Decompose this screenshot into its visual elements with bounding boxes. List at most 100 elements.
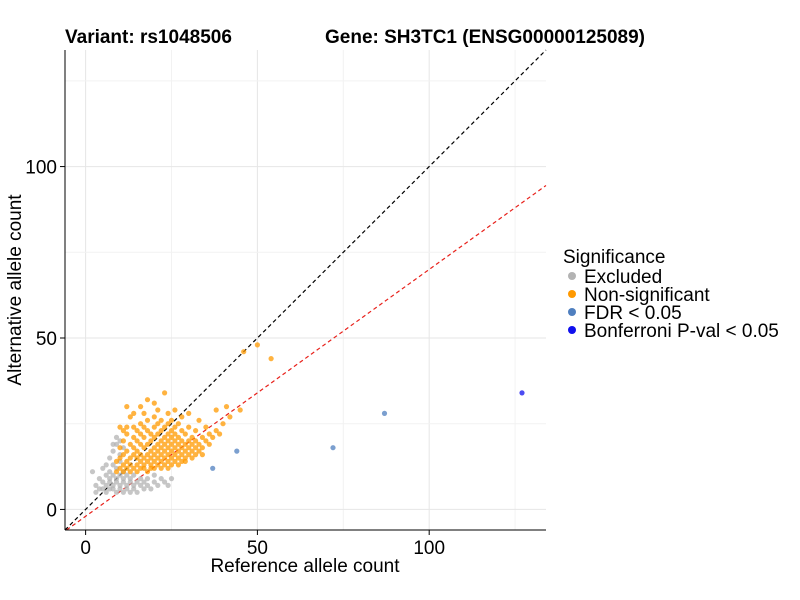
point-non-significant [162,441,168,447]
point-excluded [120,479,126,485]
point-non-significant [131,434,137,440]
point-non-significant [158,458,164,464]
point-excluded [110,441,116,447]
point-excluded [107,476,113,482]
point-excluded [117,486,123,492]
point-non-significant [158,417,164,423]
point-non-significant [165,458,171,464]
point-non-significant [175,448,181,454]
point-non-significant [144,397,151,403]
point-non-significant [182,448,188,454]
point-non-significant [168,428,175,434]
point-excluded [144,476,151,482]
point-non-significant [155,431,161,437]
x-axis-title: Reference allele count [210,556,400,577]
point-non-significant [158,445,164,451]
point-non-significant [141,434,147,440]
y-tick-label: 100 [25,158,57,179]
point-non-significant [151,458,157,464]
point-non-significant [162,462,168,468]
point-non-significant [120,428,126,434]
point-non-significant [144,458,151,464]
point-non-significant [179,428,185,434]
point-non-significant [186,452,192,458]
point-excluded [165,482,171,488]
point-non-significant [162,455,168,461]
point-excluded [127,489,133,495]
point-non-significant [220,421,226,427]
legend-label-bonferroni-p-val-0-05: Bonferroni P-val < 0.05 [584,321,779,342]
point-non-significant [151,445,157,451]
point-non-significant [172,452,178,458]
point-non-significant [151,400,157,406]
point-non-significant [144,417,151,423]
point-non-significant [124,404,130,410]
point-non-significant [165,465,171,471]
point-excluded [100,465,106,471]
point-non-significant [193,428,199,434]
point-non-significant [124,458,130,464]
point-non-significant [144,452,151,458]
point-non-significant [120,462,126,468]
chart-title-gene: Gene: SH3TC1 (ENSG00000125089) [325,27,645,48]
point-non-significant [182,431,188,437]
point-excluded [124,486,130,492]
point-excluded [138,482,144,488]
grid-layer [65,50,546,530]
point-non-significant [196,441,202,447]
point-non-significant [172,424,178,430]
point-non-significant [179,414,185,420]
x-tick-label: 50 [247,538,268,559]
point-non-significant [113,458,120,464]
point-non-significant [113,469,120,475]
point-non-significant [148,438,154,444]
y-tick-label: 0 [46,500,57,521]
point-non-significant [189,441,195,447]
point-non-significant [175,421,181,427]
point-non-significant [134,455,140,461]
point-non-significant [162,434,168,440]
point-bonferroni-p-val-0-05 [519,390,525,396]
point-excluded [107,455,113,461]
point-non-significant [148,431,154,437]
point-non-significant [127,441,133,447]
point-non-significant [138,431,144,437]
point-non-significant [189,434,195,440]
point-non-significant [124,431,130,437]
point-excluded [113,489,120,495]
point-non-significant [193,452,199,458]
point-non-significant [117,445,123,451]
point-non-significant [172,458,178,464]
point-non-significant [134,438,140,444]
point-non-significant [196,448,202,454]
point-non-significant [193,438,199,444]
point-non-significant [210,434,216,440]
point-excluded [148,486,154,492]
point-non-significant [199,445,205,451]
x-tick-label: 100 [413,538,445,559]
legend-label-non-significant: Non-significant [584,285,710,306]
point-non-significant [127,469,133,475]
point-non-significant [134,469,140,475]
point-non-significant [151,452,157,458]
point-non-significant [158,465,164,471]
point-non-significant [131,445,137,451]
point-non-significant [131,465,137,471]
point-excluded [110,448,116,454]
point-non-significant [141,455,147,461]
point-non-significant [148,448,154,454]
point-excluded [155,482,161,488]
point-non-significant [168,448,175,454]
point-excluded [93,489,99,495]
point-non-significant [175,462,181,468]
point-non-significant [141,410,147,416]
point-non-significant [138,421,144,427]
point-non-significant [172,445,178,451]
point-non-significant [151,424,157,430]
point-excluded [131,472,137,478]
point-excluded [107,469,113,475]
point-non-significant [151,414,157,420]
point-non-significant [124,448,130,454]
point-non-significant [127,462,133,468]
